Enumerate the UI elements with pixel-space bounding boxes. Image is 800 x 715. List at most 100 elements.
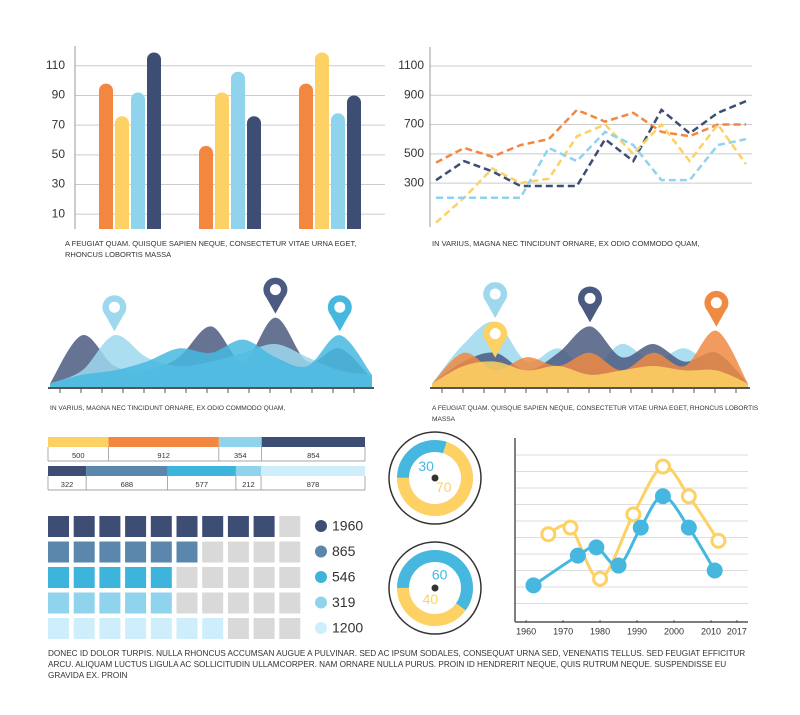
pin bbox=[263, 277, 288, 314]
bar bbox=[147, 52, 161, 236]
bar-segment bbox=[261, 466, 365, 476]
pin bbox=[327, 295, 352, 332]
donut-center bbox=[431, 474, 439, 482]
empty-cell bbox=[279, 516, 301, 537]
x-tick-label: 1970 bbox=[553, 626, 573, 636]
empty-cell bbox=[176, 567, 198, 588]
pin-hole bbox=[269, 284, 281, 296]
bar bbox=[247, 116, 261, 236]
segment-label: 912 bbox=[157, 451, 170, 460]
segment-label: 854 bbox=[307, 451, 320, 460]
waffle-cell bbox=[48, 567, 69, 588]
x-tick-label: 1980 bbox=[590, 626, 610, 636]
legend-value: 546 bbox=[332, 569, 356, 585]
segment-label: 688 bbox=[121, 480, 134, 489]
x-tick-label: 2017 bbox=[727, 626, 747, 636]
pin-hole bbox=[108, 301, 120, 313]
line bbox=[435, 108, 746, 164]
waffle-cell bbox=[73, 516, 95, 537]
marker bbox=[632, 519, 649, 536]
marker bbox=[569, 547, 586, 564]
segment-label: 577 bbox=[196, 480, 209, 489]
waffle-cell bbox=[202, 618, 224, 639]
bar bbox=[347, 95, 361, 237]
waffle-cell bbox=[73, 592, 95, 614]
waffle-cell bbox=[150, 618, 172, 639]
marker bbox=[625, 506, 642, 523]
line bbox=[436, 130, 747, 199]
donut-label: 60 bbox=[432, 566, 448, 582]
marker bbox=[654, 458, 671, 475]
line bbox=[435, 122, 748, 224]
empty-cell bbox=[202, 592, 224, 614]
bar-segment bbox=[48, 437, 109, 447]
empty-cell bbox=[202, 541, 224, 563]
waffle-cell bbox=[150, 567, 172, 588]
waffle-cell bbox=[99, 541, 121, 563]
empty-cell bbox=[202, 567, 224, 588]
marker bbox=[562, 519, 579, 536]
legend-dot bbox=[315, 545, 327, 558]
bar-segment bbox=[167, 466, 236, 476]
pin bbox=[578, 286, 602, 323]
empty-cell bbox=[279, 567, 301, 588]
pin-hole bbox=[584, 292, 596, 304]
empty-cell bbox=[227, 592, 249, 614]
segment-label: 878 bbox=[307, 480, 320, 489]
y-tick-label: 50 bbox=[52, 147, 66, 161]
segment-label: 322 bbox=[61, 480, 74, 489]
empty-cell bbox=[227, 567, 249, 588]
line bbox=[532, 494, 716, 587]
marker bbox=[706, 562, 723, 579]
waffle-cell bbox=[202, 516, 224, 537]
waffle-cell bbox=[99, 567, 121, 588]
empty-cell bbox=[279, 592, 301, 614]
pin-hole bbox=[710, 297, 722, 309]
empty-cell bbox=[253, 567, 275, 588]
baseline-cover bbox=[76, 229, 386, 237]
waffle-cell bbox=[176, 541, 198, 563]
waffle-cell bbox=[48, 516, 69, 537]
bar-segment bbox=[108, 437, 219, 447]
empty-cell bbox=[176, 592, 198, 614]
waffle-cell bbox=[176, 516, 198, 537]
waffle-cell bbox=[150, 592, 172, 614]
legend-dot bbox=[315, 520, 327, 532]
pin bbox=[483, 321, 508, 358]
bar-segment bbox=[261, 437, 365, 447]
donut-center bbox=[431, 584, 439, 592]
caption: IN VARIUS, MAGNA NEC TINCIDUNT ORNARE, E… bbox=[50, 405, 286, 412]
waffle-cell bbox=[150, 516, 172, 537]
bar bbox=[215, 92, 229, 236]
bar bbox=[199, 145, 213, 236]
pin bbox=[102, 295, 127, 332]
bar-segment bbox=[235, 466, 262, 476]
waffle-cell bbox=[73, 567, 95, 588]
waffle-cell bbox=[176, 618, 198, 639]
waffle-cell bbox=[73, 618, 95, 639]
y-tick-label: 30 bbox=[52, 177, 66, 191]
waffle-cell bbox=[99, 516, 121, 537]
waffle-cell bbox=[253, 516, 275, 537]
marker bbox=[588, 539, 605, 556]
y-tick-label: 900 bbox=[404, 87, 424, 101]
bar bbox=[99, 83, 113, 236]
area bbox=[432, 361, 748, 388]
x-tick-label: 1990 bbox=[627, 626, 647, 636]
donut-segment bbox=[397, 550, 473, 626]
empty-cell bbox=[253, 592, 275, 614]
y-tick-label: 300 bbox=[404, 175, 424, 189]
y-tick-label: 500 bbox=[404, 146, 424, 160]
footer-text: DONEC ID DOLOR TURPIS. NULLA RHONCUS ACC… bbox=[48, 649, 746, 680]
pin-hole bbox=[489, 328, 501, 340]
legend-dot bbox=[315, 571, 327, 583]
marker bbox=[610, 557, 627, 574]
legend-value: 1200 bbox=[332, 620, 363, 636]
waffle-cell bbox=[48, 618, 69, 639]
waffle-cell bbox=[125, 592, 147, 614]
waffle-cell bbox=[125, 618, 147, 639]
y-tick-label: 110 bbox=[46, 58, 65, 72]
legend-value: 319 bbox=[332, 594, 356, 610]
y-tick-label: 700 bbox=[404, 117, 424, 131]
bar bbox=[299, 83, 313, 236]
